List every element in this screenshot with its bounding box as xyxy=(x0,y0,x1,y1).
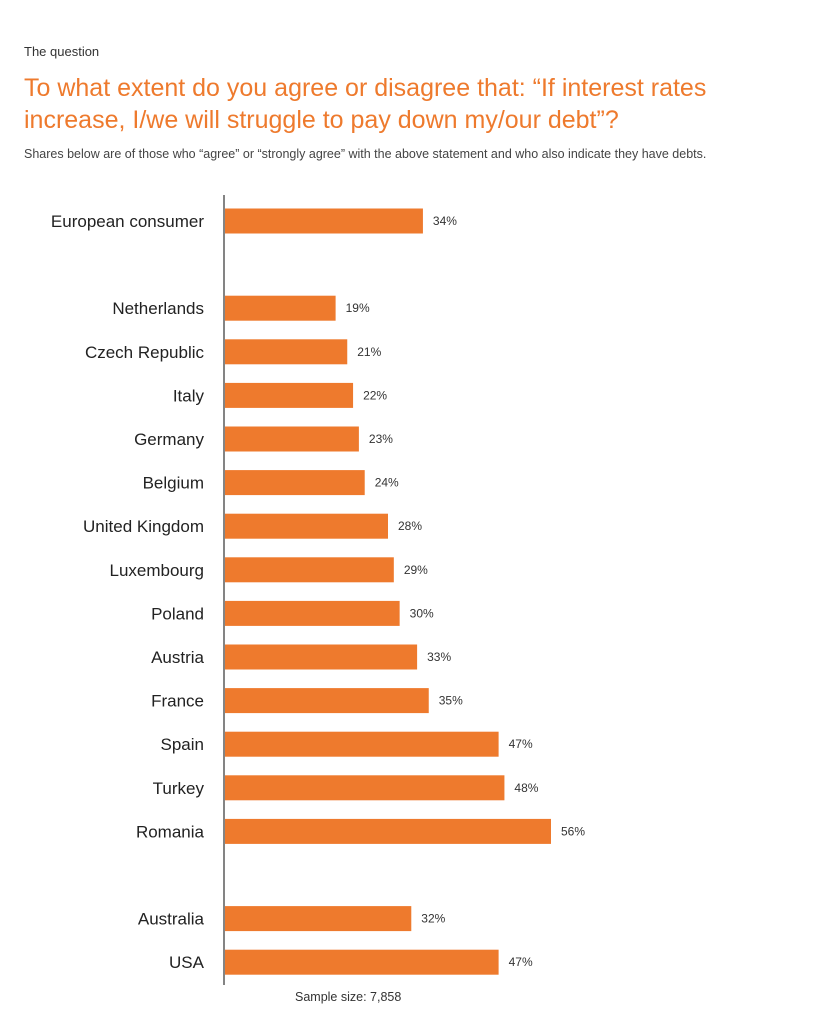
value-label-netherlands: 19% xyxy=(346,301,370,315)
category-label-belgium: Belgium xyxy=(143,474,204,493)
category-label-czech-republic: Czech Republic xyxy=(85,343,205,362)
bar-czech-republic xyxy=(225,339,348,365)
bar-poland xyxy=(225,600,400,626)
bar-austria xyxy=(225,644,418,670)
sample-size-note: Sample size: 7,858 xyxy=(295,990,402,1004)
value-label-italy: 22% xyxy=(363,388,387,402)
category-label-romania: Romania xyxy=(136,822,205,841)
bar-italy xyxy=(225,382,354,408)
bar-luxembourg xyxy=(225,557,394,583)
bar-usa xyxy=(225,949,499,975)
bar-united-kingdom xyxy=(225,513,388,539)
bar-european-consumer xyxy=(225,208,423,234)
value-label-poland: 30% xyxy=(410,606,434,620)
chart-subtitle: Shares below are of those who “agree” or… xyxy=(24,147,707,161)
bar-spain xyxy=(225,731,499,757)
eyebrow-label: The question xyxy=(24,44,100,59)
category-label-france: France xyxy=(151,692,204,711)
value-label-turkey: 48% xyxy=(514,781,538,795)
bar-turkey xyxy=(225,775,505,801)
value-label-united-kingdom: 28% xyxy=(398,519,422,533)
value-label-romania: 56% xyxy=(561,824,585,838)
category-label-poland: Poland xyxy=(151,604,204,623)
value-label-france: 35% xyxy=(439,694,463,708)
chart-title: To what extent do you agree or disagree … xyxy=(24,74,707,134)
category-label-turkey: Turkey xyxy=(153,779,205,798)
value-label-australia: 32% xyxy=(421,912,445,926)
category-label-luxembourg: Luxembourg xyxy=(109,561,204,580)
bar-chart: European consumer 34% Netherlands 19% Czech … xyxy=(51,195,585,985)
bar-germany xyxy=(225,426,359,452)
value-label-belgium: 24% xyxy=(375,476,399,490)
value-label-germany: 23% xyxy=(369,432,393,446)
category-label-usa: USA xyxy=(169,953,205,972)
category-label-united-kingdom: United Kingdom xyxy=(83,517,204,536)
value-label-usa: 47% xyxy=(509,955,533,969)
category-label-italy: Italy xyxy=(173,386,205,405)
category-label-australia: Australia xyxy=(138,910,205,929)
bar-france xyxy=(225,688,429,714)
category-label-netherlands: Netherlands xyxy=(112,299,204,318)
value-label-luxembourg: 29% xyxy=(404,563,428,577)
category-label-germany: Germany xyxy=(134,430,204,449)
category-label-european-consumer: European consumer xyxy=(51,212,204,231)
bar-netherlands xyxy=(225,295,336,321)
bar-australia xyxy=(225,906,412,932)
value-label-austria: 33% xyxy=(427,650,451,664)
bar-belgium xyxy=(225,470,365,496)
value-label-czech-republic: 21% xyxy=(357,345,381,359)
category-label-spain: Spain xyxy=(161,735,204,754)
value-label-spain: 47% xyxy=(509,737,533,751)
bar-romania xyxy=(225,818,551,844)
value-label-european-consumer: 34% xyxy=(433,214,457,228)
category-label-austria: Austria xyxy=(151,648,204,667)
